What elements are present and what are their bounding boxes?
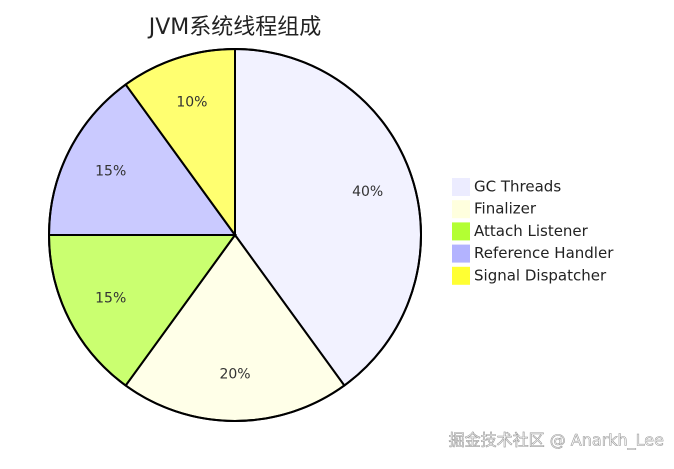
value-label: 15% bbox=[95, 290, 126, 306]
legend-label: Attach Listener bbox=[474, 222, 589, 240]
legend-swatch bbox=[452, 222, 470, 241]
legend-swatch bbox=[452, 178, 470, 196]
legend-label: Reference Handler bbox=[474, 244, 614, 262]
legend-label: Signal Dispatcher bbox=[474, 266, 607, 284]
value-label: 20% bbox=[219, 367, 250, 383]
legend-label: GC Threads bbox=[474, 178, 561, 196]
legend-swatch bbox=[452, 244, 470, 263]
legend-swatch bbox=[452, 200, 470, 219]
watermark: 掘金技术社区 @ Anarkh_Lee bbox=[449, 431, 664, 451]
legend-label: Finalizer bbox=[474, 200, 537, 218]
pie-outline bbox=[48, 48, 422, 422]
value-label: 15% bbox=[95, 164, 126, 180]
legend-swatch bbox=[452, 266, 470, 285]
chart-title: JVM系统线程组成 bbox=[147, 15, 322, 40]
value-label: 10% bbox=[176, 94, 207, 110]
value-label: 40% bbox=[352, 184, 383, 200]
